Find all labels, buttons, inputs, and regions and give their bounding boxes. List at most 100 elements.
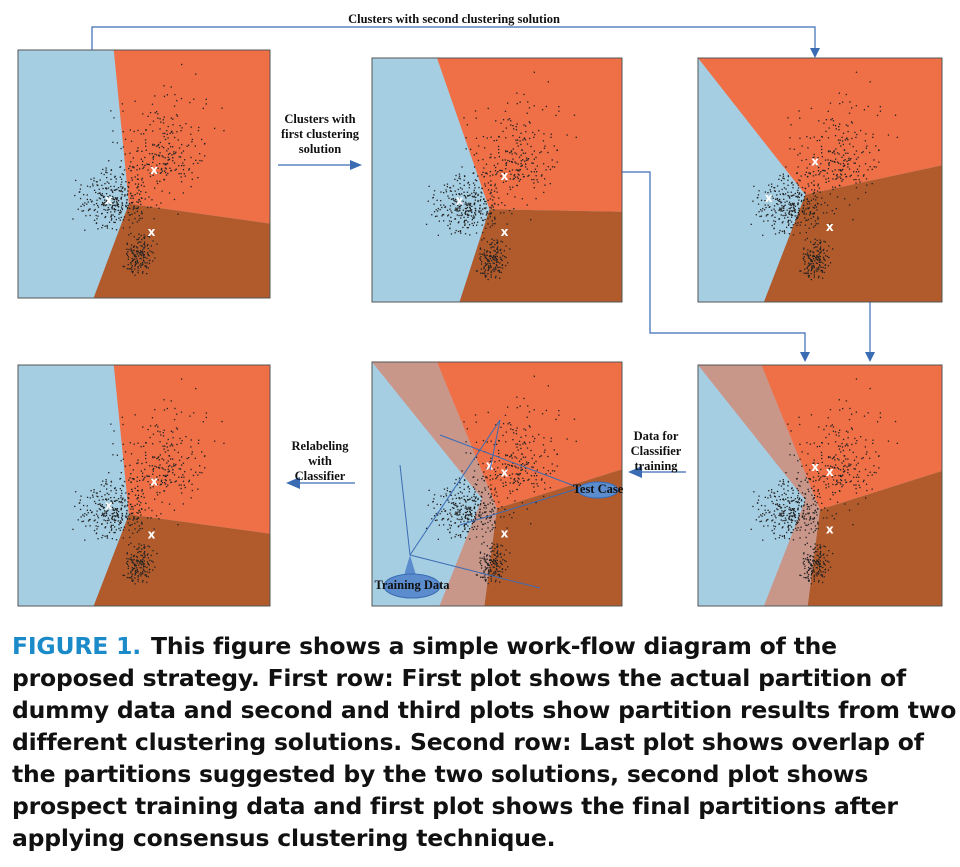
data-point — [106, 535, 108, 537]
data-point — [483, 541, 485, 544]
data-point — [437, 234, 439, 236]
data-point — [112, 191, 114, 193]
data-point — [141, 555, 143, 557]
data-point — [135, 263, 137, 265]
data-point — [90, 490, 92, 492]
data-point — [158, 456, 160, 458]
data-point — [136, 164, 138, 167]
data-point — [126, 248, 128, 250]
data-point — [154, 498, 156, 500]
data-point — [540, 455, 542, 457]
data-point — [460, 505, 462, 507]
relabeling-label: Relabeling with Classifier — [292, 439, 350, 483]
data-point — [526, 168, 528, 170]
data-point — [818, 174, 820, 176]
data-point — [511, 161, 513, 163]
data-point — [869, 457, 871, 459]
data-point — [815, 174, 817, 176]
data-point — [176, 131, 178, 133]
data-point — [872, 439, 874, 441]
data-point — [820, 266, 822, 269]
data-point — [485, 518, 487, 520]
data-point — [822, 277, 824, 279]
data-point — [476, 270, 478, 272]
data-point — [487, 182, 489, 184]
data-point — [520, 154, 522, 156]
data-point — [814, 195, 816, 197]
data-point — [815, 269, 817, 271]
data-point — [167, 148, 169, 150]
data-point — [818, 560, 820, 562]
data-point — [182, 480, 185, 482]
data-point — [499, 553, 501, 556]
data-point — [499, 560, 502, 562]
data-point — [471, 523, 473, 525]
data-point — [835, 128, 837, 130]
data-point — [144, 551, 146, 553]
data-point — [484, 489, 487, 491]
data-point — [126, 553, 128, 555]
data-point — [509, 152, 511, 154]
data-point — [116, 198, 118, 200]
data-point — [828, 486, 830, 488]
data-point — [96, 528, 98, 530]
data-point — [465, 505, 467, 507]
data-point — [128, 479, 130, 481]
data-point — [148, 260, 150, 262]
data-point — [152, 171, 154, 173]
data-point — [460, 536, 462, 538]
data-point — [148, 163, 150, 166]
data-point — [524, 166, 527, 168]
data-point — [197, 129, 200, 132]
data-point — [167, 449, 169, 452]
data-point — [126, 558, 128, 560]
data-point — [495, 558, 497, 560]
data-point — [809, 258, 811, 260]
data-point — [763, 220, 765, 222]
data-point — [181, 143, 183, 146]
data-point — [483, 502, 485, 504]
data-point — [833, 457, 835, 459]
data-point — [136, 531, 138, 533]
data-point — [858, 484, 860, 486]
data-point — [767, 518, 769, 521]
data-point — [776, 198, 778, 200]
data-point — [848, 157, 850, 159]
data-point — [485, 507, 487, 509]
data-point — [145, 574, 148, 576]
data-point — [462, 209, 464, 211]
data-point — [152, 483, 154, 485]
data-point — [474, 511, 476, 513]
data-point — [114, 189, 116, 191]
data-point — [128, 493, 130, 495]
data-points — [750, 71, 898, 281]
data-point — [480, 516, 482, 518]
data-point — [156, 172, 158, 174]
data-point — [112, 509, 114, 511]
data-point — [820, 163, 822, 165]
data-point — [202, 421, 204, 423]
data-point — [840, 475, 843, 478]
data-point — [485, 227, 487, 229]
data-point — [767, 525, 769, 527]
data-point — [822, 517, 825, 519]
data-point — [129, 524, 131, 527]
data-point — [829, 528, 831, 530]
data-point — [809, 559, 811, 561]
data-point — [793, 499, 795, 501]
data-point — [825, 119, 828, 121]
data-point — [820, 241, 822, 243]
data-point — [490, 274, 492, 276]
data-point — [537, 181, 539, 183]
data-point — [494, 561, 497, 563]
data-point — [478, 211, 481, 213]
data-point — [816, 495, 819, 498]
data-point — [534, 472, 537, 474]
data-point — [158, 207, 160, 209]
data-point — [151, 560, 153, 562]
data-point — [464, 196, 467, 198]
data-point — [798, 196, 800, 199]
data-point — [106, 199, 108, 202]
data-point — [90, 201, 93, 203]
data-point — [811, 267, 814, 269]
